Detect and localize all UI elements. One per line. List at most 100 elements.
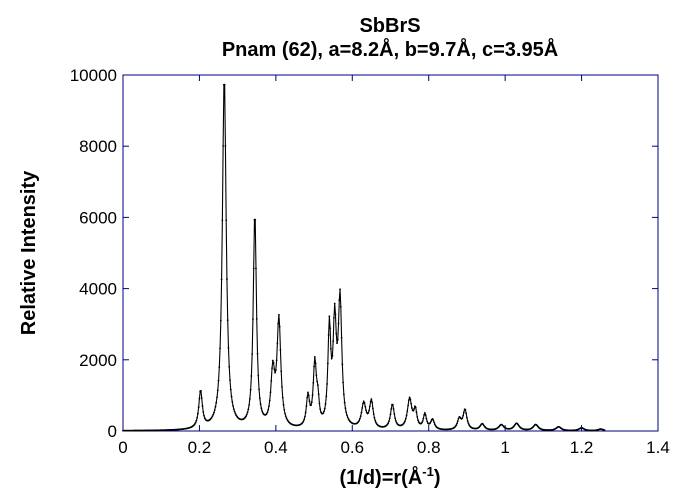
data-point	[258, 388, 260, 391]
data-point	[464, 408, 467, 411]
data-point	[255, 318, 258, 320]
data-point	[330, 357, 333, 360]
data-point	[213, 411, 215, 414]
data-point	[193, 423, 196, 425]
data-point	[337, 322, 340, 325]
data-point	[362, 400, 365, 403]
data-point	[196, 416, 199, 419]
data-point	[456, 422, 458, 425]
data-point	[256, 352, 259, 355]
plot-area	[122, 74, 659, 432]
data-point	[257, 374, 260, 377]
data-point	[424, 414, 427, 416]
data-point	[455, 424, 458, 427]
data-point	[407, 399, 410, 402]
data-point	[370, 398, 373, 401]
data-point	[329, 327, 332, 329]
y-tick-label: 2000	[79, 351, 117, 370]
data-point	[225, 219, 228, 222]
data-point	[302, 420, 305, 423]
data-point	[387, 422, 390, 425]
data-point	[312, 381, 315, 384]
data-point	[211, 415, 214, 418]
data-point	[255, 267, 257, 270]
data-point	[215, 401, 218, 404]
data-point	[365, 409, 367, 412]
data-point	[407, 404, 409, 407]
x-axis-label-sup: -1	[422, 464, 434, 479]
data-point	[305, 404, 308, 407]
data-point	[279, 349, 282, 351]
data-point	[362, 402, 364, 405]
data-point	[316, 380, 319, 383]
data-point	[320, 411, 322, 414]
data-point	[318, 402, 321, 405]
data-point	[232, 408, 235, 411]
data-point	[315, 374, 318, 377]
data-point	[216, 389, 219, 392]
data-point	[430, 420, 432, 423]
data-point	[227, 346, 230, 349]
data-point	[233, 410, 236, 413]
data-point	[413, 407, 416, 410]
data-point	[212, 413, 215, 416]
data-point	[248, 404, 251, 406]
data-point	[335, 332, 338, 335]
data-point	[224, 145, 227, 147]
data-point	[248, 397, 251, 400]
data-point	[432, 419, 435, 421]
data-point	[306, 396, 309, 399]
data-point	[324, 403, 327, 405]
data-point	[197, 406, 200, 409]
data-point	[252, 267, 255, 270]
x-tick-label: 1.4	[646, 438, 670, 457]
data-point	[246, 411, 249, 414]
data-point	[369, 400, 372, 403]
x-axis-label-end: )	[434, 467, 441, 489]
data-point	[346, 416, 349, 419]
data-point	[329, 347, 332, 350]
data-point	[283, 408, 286, 411]
data-point	[371, 401, 374, 404]
data-point	[405, 414, 408, 417]
data-point	[392, 407, 395, 410]
data-point	[200, 389, 202, 392]
data-point	[216, 396, 218, 399]
data-point	[254, 218, 257, 221]
data-point	[322, 412, 325, 414]
data-point	[423, 414, 426, 416]
data-point	[274, 371, 276, 374]
data-point	[271, 359, 274, 362]
data-point	[276, 342, 279, 345]
chart-title: SbBrS	[359, 15, 420, 37]
data-point	[313, 365, 315, 368]
data-point	[328, 315, 331, 318]
x-tick-label: 1	[500, 438, 509, 457]
y-axis-label: Relative Intensity	[18, 170, 40, 335]
data-point	[234, 412, 237, 415]
data-point	[259, 403, 262, 406]
data-point	[359, 417, 361, 420]
data-point	[278, 313, 280, 316]
data-point	[304, 411, 307, 414]
data-point	[230, 395, 233, 398]
data-point	[268, 399, 271, 402]
series-markers	[122, 83, 606, 432]
data-point	[258, 397, 261, 400]
data-point	[220, 278, 223, 281]
data-point	[393, 413, 396, 415]
data-point	[284, 412, 286, 415]
data-point	[311, 394, 314, 397]
x-tick-label: 0.8	[417, 438, 441, 457]
data-point	[341, 363, 344, 366]
data-point	[261, 410, 263, 412]
x-tick-label: 0	[118, 438, 127, 457]
data-point	[426, 420, 429, 423]
data-point	[219, 347, 221, 350]
data-point	[422, 417, 425, 420]
data-point	[346, 414, 348, 417]
x-tick-label: 0.6	[340, 438, 364, 457]
data-point	[247, 408, 250, 411]
data-point	[390, 408, 393, 410]
